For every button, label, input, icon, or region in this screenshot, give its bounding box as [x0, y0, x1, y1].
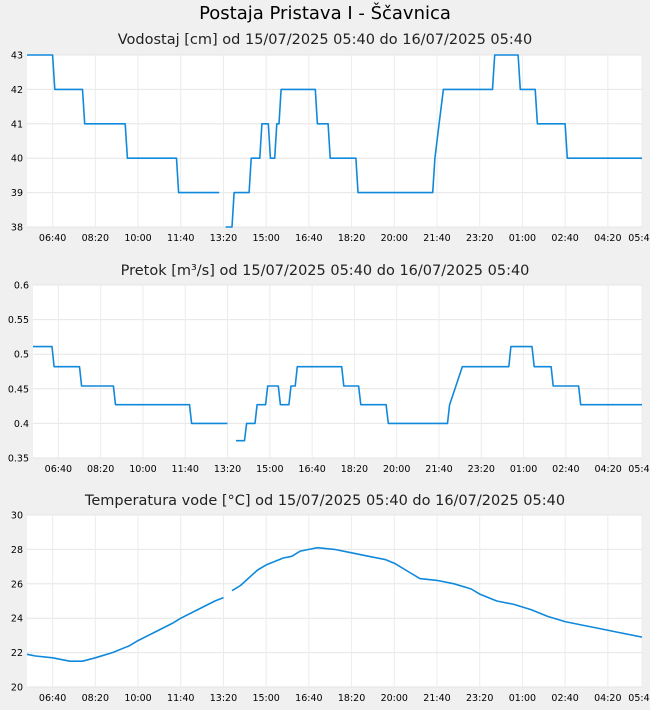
x-tick-label: 23:20	[466, 233, 493, 244]
series-line	[33, 345, 228, 425]
x-tick-label: 15:00	[256, 464, 283, 475]
x-tick-label: 08:20	[82, 233, 109, 244]
chart-title: Vodostaj [cm] od 15/07/2025 05:40 do 16/…	[118, 32, 532, 48]
page-title: Postaja Pristava I - Ščavnica	[199, 3, 451, 24]
chart-1: Vodostaj [cm] od 15/07/2025 05:40 do 16/…	[11, 32, 650, 244]
x-tick-label: 11:40	[167, 233, 194, 244]
x-tick-label: 15:00	[252, 693, 279, 704]
y-tick-label: 42	[11, 85, 23, 96]
x-tick-label: 23:20	[468, 464, 495, 475]
x-tick-label: 16:40	[295, 233, 322, 244]
y-tick-label: 0.5	[14, 350, 29, 361]
chart-title: Temperatura vode [°C] od 15/07/2025 05:4…	[84, 493, 565, 509]
y-tick-label: 39	[11, 188, 23, 199]
y-tick-label: 41	[11, 119, 23, 130]
x-tick-label: 01:00	[509, 233, 536, 244]
x-tick-label: 02:40	[552, 464, 579, 475]
x-tick-label: 08:20	[87, 464, 114, 475]
y-tick-label: 22	[11, 648, 23, 659]
x-tick-label: 10:00	[124, 233, 151, 244]
x-tick-label: 02:40	[551, 693, 578, 704]
y-tick-label: 38	[11, 223, 23, 234]
y-tick-label: 0.55	[8, 315, 29, 326]
x-tick-label: 23:20	[466, 693, 493, 704]
x-tick-label: 18:20	[338, 693, 365, 704]
x-tick-label: 05:40	[628, 233, 650, 244]
x-tick-label: 20:00	[383, 464, 410, 475]
x-tick-label: 18:20	[338, 233, 365, 244]
x-tick-label: 18:20	[341, 464, 368, 475]
x-tick-label: 04:20	[594, 464, 621, 475]
series-line	[26, 596, 224, 663]
x-tick-label: 16:40	[298, 464, 325, 475]
y-tick-label: 0.4	[14, 419, 29, 430]
series-line	[231, 546, 643, 638]
series-line	[225, 54, 642, 228]
x-tick-label: 05:40	[628, 464, 650, 475]
y-tick-label: 43	[11, 51, 23, 62]
y-tick-label: 24	[11, 614, 23, 625]
x-tick-label: 20:00	[381, 233, 408, 244]
y-tick-label: 0.6	[14, 281, 29, 292]
x-tick-label: 20:00	[381, 693, 408, 704]
series-line	[27, 54, 220, 194]
x-tick-label: 01:00	[509, 693, 536, 704]
x-tick-label: 15:00	[252, 233, 279, 244]
x-tick-label: 21:40	[423, 693, 450, 704]
x-tick-label: 13:20	[214, 464, 241, 475]
x-tick-label: 06:40	[39, 233, 66, 244]
x-tick-label: 06:40	[45, 464, 72, 475]
x-tick-label: 02:40	[551, 233, 578, 244]
y-tick-label: 0.35	[8, 454, 29, 465]
y-tick-label: 0.45	[8, 384, 29, 395]
x-tick-label: 04:20	[594, 693, 621, 704]
x-tick-label: 11:40	[172, 464, 199, 475]
x-tick-label: 13:20	[210, 233, 237, 244]
x-tick-label: 04:20	[594, 233, 621, 244]
chart-3: Temperatura vode [°C] od 15/07/2025 05:4…	[11, 493, 650, 704]
x-tick-label: 10:00	[129, 464, 156, 475]
y-tick-label: 28	[11, 545, 23, 556]
y-tick-label: 30	[11, 511, 23, 522]
chart-title: Pretok [m³/s] od 15/07/2025 05:40 do 16/…	[121, 263, 530, 279]
x-tick-label: 10:00	[124, 693, 151, 704]
x-tick-label: 05:40	[628, 693, 650, 704]
x-tick-label: 06:40	[39, 693, 66, 704]
x-tick-label: 21:40	[423, 233, 450, 244]
plot-area	[27, 515, 642, 687]
y-tick-label: 26	[11, 579, 23, 590]
x-tick-label: 08:20	[82, 693, 109, 704]
x-tick-label: 13:20	[210, 693, 237, 704]
chart-2: Pretok [m³/s] od 15/07/2025 05:40 do 16/…	[8, 263, 650, 475]
series-line	[236, 345, 642, 442]
x-tick-label: 21:40	[425, 464, 452, 475]
y-tick-label: 20	[11, 683, 23, 694]
x-tick-label: 01:00	[510, 464, 537, 475]
y-tick-label: 40	[11, 154, 23, 165]
plot-area	[33, 285, 642, 458]
plot-area	[27, 55, 642, 227]
x-tick-label: 11:40	[167, 693, 194, 704]
x-tick-label: 16:40	[295, 693, 322, 704]
